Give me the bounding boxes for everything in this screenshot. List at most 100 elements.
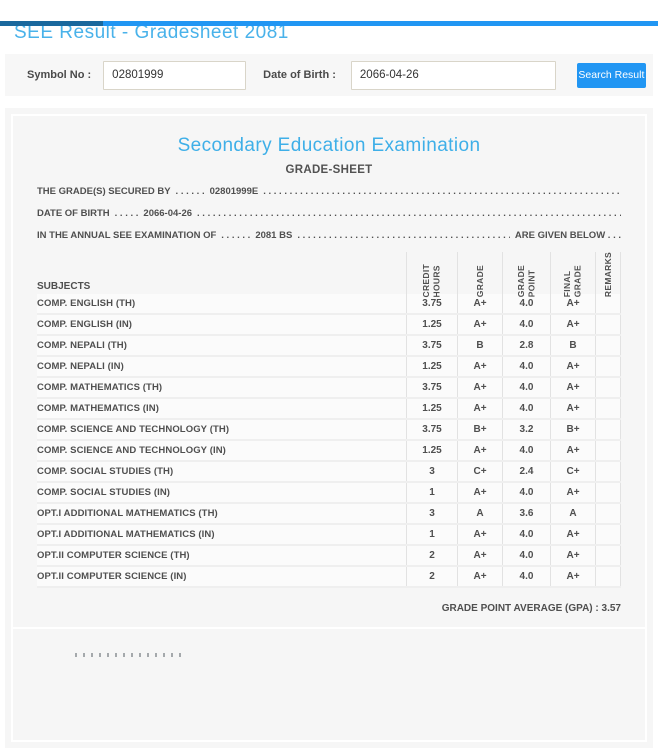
value-cell: 4.0	[502, 567, 550, 586]
value-cell: 2.4	[502, 462, 550, 481]
table-row: COMP. SOCIAL STUDIES (TH) 3 C+ 2.4 C+	[37, 462, 621, 483]
top-accent-bar-dark-segment	[0, 21, 103, 26]
gradesheet-card: Secondary Education Examination GRADE-SH…	[5, 108, 653, 748]
subject-cell: COMP. MATHEMATICS (IN)	[37, 403, 159, 414]
value-cell: A+	[550, 441, 595, 460]
subject-cell: COMP. SCIENCE AND TECHNOLOGY (TH)	[37, 424, 230, 435]
gradesheet-card-inner: Secondary Education Examination GRADE-SH…	[11, 114, 647, 742]
value-cell: 4.0	[502, 483, 550, 502]
value-cell: A+	[550, 399, 595, 418]
value-cell	[595, 378, 621, 397]
exam-year-label: IN THE ANNUAL SEE EXAMINATION OF	[37, 230, 217, 241]
subject-cell: COMP. SCIENCE AND TECHNOLOGY (IN)	[37, 445, 226, 456]
value-cell: 4.0	[502, 378, 550, 397]
value-cell: A	[550, 504, 595, 523]
value-cell	[595, 483, 621, 502]
value-cell: 2	[406, 546, 457, 565]
table-row: COMP. MATHEMATICS (IN) 1.25 A+ 4.0 A+	[37, 399, 621, 420]
dob-line-value: 2066-04-26	[143, 208, 193, 219]
value-cell: A+	[457, 441, 502, 460]
value-cell: 4.0	[502, 546, 550, 565]
symbol-no-input[interactable]	[103, 60, 247, 90]
value-cell: 1.25	[406, 399, 457, 418]
gpa-label: GRADE POINT AVERAGE (GPA) :	[441, 603, 602, 614]
dots-filler: . . . . . . . . . . . . . . . . . . . . …	[197, 208, 621, 219]
value-cell	[595, 420, 621, 439]
value-cell	[595, 294, 621, 313]
subject-cell: COMP. NEPALI (IN)	[37, 361, 124, 372]
table-header-row: SUBJECTS CREDIT HOURS GRADE GRADE POINT …	[37, 252, 621, 301]
grade-column-header: GRADE	[457, 252, 502, 301]
value-cell: C+	[457, 462, 502, 481]
value-cell: 1.25	[406, 315, 457, 334]
gradesheet-intro-lines: THE GRADE(S) SECURED BY . . . . . . 0280…	[37, 186, 621, 242]
gradesheet-table: SUBJECTS CREDIT HOURS GRADE GRADE POINT …	[37, 252, 621, 588]
value-cell: A+	[457, 378, 502, 397]
value-cell: 3	[406, 462, 457, 481]
gpa-line: GRADE POINT AVERAGE (GPA) : 3.57	[37, 603, 621, 615]
remarks-header-label: REMARKS	[602, 252, 613, 298]
table-row: OPT.I ADDITIONAL MATHEMATICS (IN) 1 A+ 4.0 A…	[37, 525, 621, 546]
value-cell: 4.0	[502, 441, 550, 460]
credit-hours-column-header: CREDIT HOURS	[406, 252, 457, 301]
table-row: COMP. ENGLISH (TH) 3.75 A+ 4.0 A+	[37, 294, 621, 315]
value-cell	[595, 336, 621, 355]
value-cell: 2	[406, 567, 457, 586]
value-cell: A+	[550, 546, 595, 565]
table-row: OPT.II COMPUTER SCIENCE (TH) 2 A+ 4.0 A+	[37, 546, 621, 567]
value-cell: A+	[550, 315, 595, 334]
value-cell: 3.6	[502, 504, 550, 523]
value-cell	[595, 399, 621, 418]
value-cell: A+	[457, 525, 502, 544]
value-cell: B	[457, 336, 502, 355]
dob-line: DATE OF BIRTH . . . . . 2066-04-26 . . .…	[37, 208, 621, 220]
secured-by-line: THE GRADE(S) SECURED BY . . . . . . 0280…	[37, 186, 621, 198]
subject-cell: COMP. ENGLISH (IN)	[37, 319, 133, 330]
value-cell: A+	[550, 567, 595, 586]
grade-point-header-label: GRADE POINT	[515, 264, 537, 298]
dots-separator: . . . . . .	[221, 230, 251, 241]
subject-cell: COMP. SOCIAL STUDIES (IN)	[37, 487, 171, 498]
subject-cell: OPT.II COMPUTER SCIENCE (IN)	[37, 571, 187, 582]
table-row: OPT.I ADDITIONAL MATHEMATICS (TH) 3 A 3.6 A	[37, 504, 621, 525]
value-cell: 3.75	[406, 336, 457, 355]
value-cell: 3.2	[502, 420, 550, 439]
grade-header-label: GRADE	[474, 264, 485, 298]
subject-cell: OPT.I ADDITIONAL MATHEMATICS (TH)	[37, 508, 218, 519]
search-result-button[interactable]: Search Result	[576, 62, 646, 88]
value-cell: A+	[457, 399, 502, 418]
value-cell: A+	[457, 546, 502, 565]
value-cell: 3.75	[406, 294, 457, 313]
subject-cell: OPT.II COMPUTER SCIENCE (TH)	[37, 550, 190, 561]
value-cell: A+	[457, 567, 502, 586]
symbol-no-label: Symbol No :	[27, 69, 92, 81]
exam-year-value: 2081 BS	[255, 230, 293, 241]
dob-input[interactable]	[350, 60, 556, 90]
value-cell: 3.75	[406, 378, 457, 397]
value-cell: A+	[550, 483, 595, 502]
page-title: SEE Result - Gradesheet 2081	[14, 22, 289, 43]
table-row: COMP. SCIENCE AND TECHNOLOGY (TH) 3.75 B+ 3…	[37, 420, 621, 441]
table-row: COMP. MATHEMATICS (TH) 3.75 A+ 4.0 A+	[37, 378, 621, 399]
value-cell	[595, 462, 621, 481]
value-cell: 4.0	[502, 294, 550, 313]
final-grade-column-header: FINAL GRADE	[550, 252, 595, 301]
value-cell	[595, 504, 621, 523]
value-cell: 4.0	[502, 357, 550, 376]
value-cell	[595, 315, 621, 334]
table-row: COMP. ENGLISH (IN) 1.25 A+ 4.0 A+	[37, 315, 621, 336]
exam-title: Secondary Education Examination	[177, 135, 481, 156]
table-row: COMP. NEPALI (TH) 3.75 B 2.8 B	[37, 336, 621, 357]
subject-cell: OPT.I ADDITIONAL MATHEMATICS (IN)	[37, 529, 215, 540]
value-cell	[595, 441, 621, 460]
value-cell: 1	[406, 525, 457, 544]
subject-cell: COMP. ENGLISH (TH)	[37, 298, 136, 309]
table-row: OPT.II COMPUTER SCIENCE (IN) 2 A+ 4.0 A+	[37, 567, 621, 588]
table-row: COMP. NEPALI (IN) 1.25 A+ 4.0 A+	[37, 357, 621, 378]
value-cell: 4.0	[502, 525, 550, 544]
dots-filler: . . . . . . . . . . . . . . . . . . . . …	[297, 230, 510, 241]
subjects-column-header: SUBJECTS	[37, 281, 91, 293]
table-row: COMP. SCIENCE AND TECHNOLOGY (IN) 1.25 A+ 4…	[37, 441, 621, 462]
dob-line-label: DATE OF BIRTH	[37, 208, 110, 219]
grade-sheet-subtitle: GRADE-SHEET	[285, 164, 373, 176]
